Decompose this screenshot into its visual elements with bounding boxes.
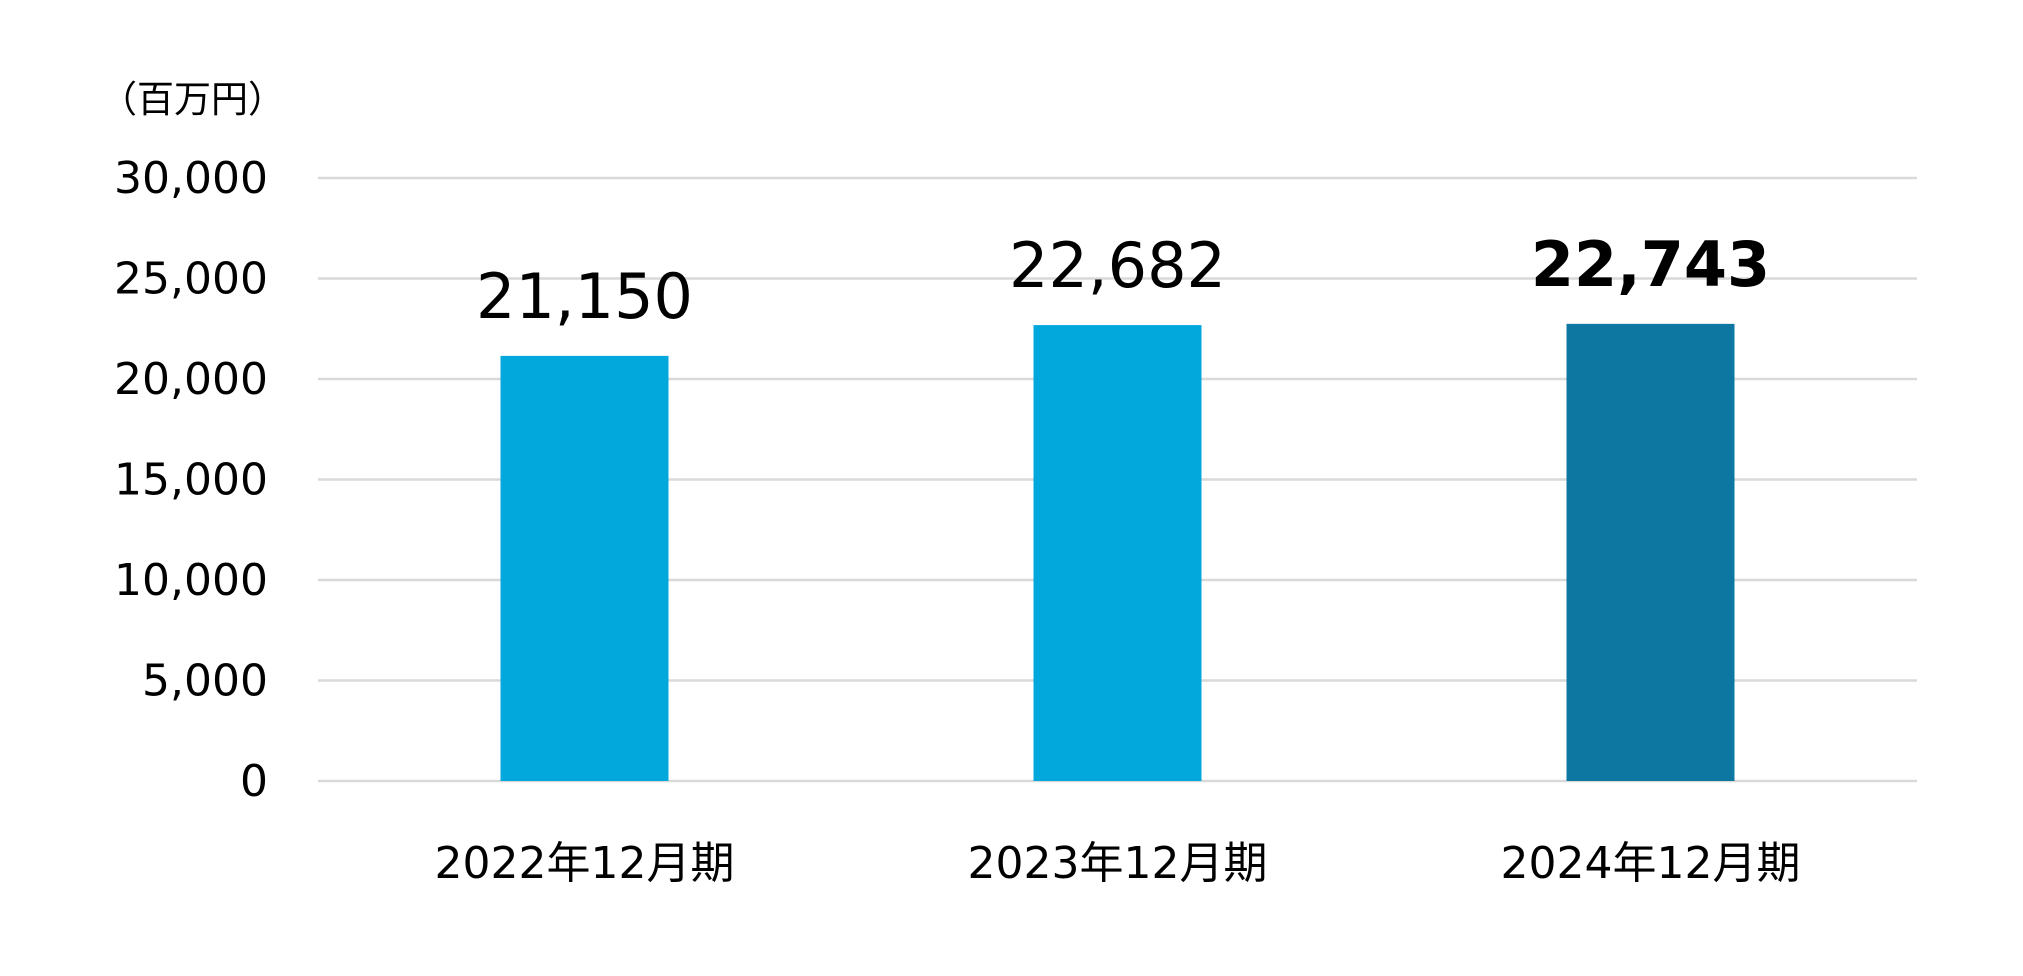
value-label: 22,743 (1531, 228, 1770, 301)
y-tick-label: 5,000 (142, 656, 268, 707)
bars (500, 323, 1735, 781)
x-axis-tick-labels: 2022年12月期 2023年12月期 2024年12月期 (435, 838, 1801, 889)
bar (1566, 323, 1735, 781)
value-label: 21,150 (476, 260, 693, 333)
y-tick-label: 0 (240, 756, 268, 807)
y-tick-label: 30,000 (114, 153, 268, 204)
y-tick-label: 10,000 (114, 555, 268, 606)
unit-label: （百万円） (100, 78, 285, 121)
y-tick-label: 15,000 (114, 455, 268, 506)
bar (1033, 325, 1202, 781)
bar (500, 355, 669, 781)
value-label: 22,682 (1009, 229, 1226, 302)
value-labels: 21,150 22,682 22,743 (476, 228, 1770, 333)
y-axis-tick-labels: 0 5,000 10,000 15,000 20,000 25,000 30,000 (114, 153, 268, 807)
x-tick-label: 2023年12月期 (968, 838, 1268, 889)
y-tick-label: 25,000 (114, 254, 268, 305)
x-tick-label: 2024年12月期 (1501, 838, 1801, 889)
y-tick-label: 20,000 (114, 354, 268, 405)
x-tick-label: 2022年12月期 (435, 838, 735, 889)
